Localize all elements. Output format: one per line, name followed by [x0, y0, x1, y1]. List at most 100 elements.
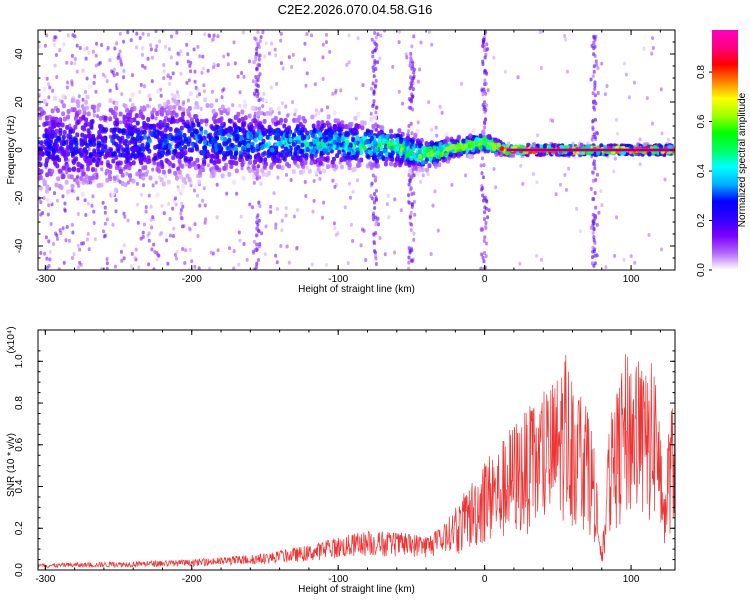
spectrogram-cell — [591, 74, 595, 79]
spectrogram-cell — [304, 83, 308, 88]
spectrogram-cell — [604, 265, 608, 270]
spectrogram-cell — [155, 257, 159, 262]
spectrogram-cell — [212, 65, 216, 70]
spectrogram-cell — [255, 66, 259, 71]
spectrogram-cell — [592, 227, 596, 232]
spectrogram-cell — [380, 134, 385, 140]
spectrogram-cell — [237, 230, 241, 235]
spectrogram-cell — [94, 153, 99, 159]
spectrogram-cell — [483, 78, 487, 83]
spectrogram-cell — [431, 203, 435, 208]
spectrogram-cell — [150, 225, 154, 230]
spectrogram-cell — [65, 225, 69, 230]
spectrogram-cell — [276, 151, 281, 157]
spectrogram-cell — [255, 261, 259, 266]
spectrogram-cell — [163, 127, 168, 133]
spectrogram-cell — [202, 186, 206, 191]
spectrogram-cell — [65, 60, 69, 65]
y-tick-label: 0.8 — [14, 396, 25, 410]
spectrogram-cell — [484, 224, 488, 229]
spectrogram-cell — [417, 149, 422, 155]
spectrogram-cell — [118, 120, 122, 125]
spectrogram-cell — [138, 36, 142, 41]
spectrogram-cell — [238, 90, 242, 95]
spectrogram-cell — [148, 104, 152, 109]
spectrogram-cell — [252, 159, 257, 165]
spectrogram-cell — [150, 55, 154, 60]
spectrogram-cell — [413, 165, 418, 171]
spectrogram-cell — [215, 98, 219, 103]
spectrogram-cell — [97, 62, 101, 67]
spectrogram-cell — [54, 35, 58, 40]
spectrogram-cell — [108, 147, 113, 153]
spectrogram-cell — [84, 89, 88, 94]
spectrogram-cell — [133, 255, 137, 260]
spectrogram-cell — [409, 51, 413, 56]
spectrogram-cell — [108, 169, 113, 175]
spectrogram-cell — [593, 93, 597, 98]
spectrogram-cell — [275, 120, 280, 126]
spectrogram-cell — [219, 121, 224, 127]
spectrogram-cell — [96, 146, 101, 152]
spectrogram-cell — [280, 218, 284, 223]
spectrogram-cell — [255, 176, 259, 181]
spectrogram-cell — [316, 124, 321, 130]
spectrogram-cell — [45, 172, 50, 178]
spectrogram-cell — [86, 231, 90, 236]
spectrogram-cell — [410, 248, 414, 253]
spectrogram-cell — [343, 145, 348, 151]
spectrogram-cell — [567, 166, 571, 171]
spectrogram-cell — [84, 213, 88, 218]
spectrogram-cell — [58, 48, 62, 53]
spectrogram-cell — [259, 181, 263, 186]
spectrogram-cell — [54, 128, 59, 134]
spectrogram-cell — [354, 123, 359, 129]
snr-plot: -300 -200 -100 0 1000.00.20.40.60.81.0Height… — [6, 326, 676, 595]
spectrogram-cell — [305, 147, 310, 153]
spectrogram-cell — [324, 148, 329, 154]
spectrogram-cell — [256, 77, 260, 82]
spectrogram-cell — [245, 257, 249, 262]
spectrogram-cell — [151, 167, 155, 172]
spectrogram-cell — [261, 104, 265, 109]
spectrogram-cell — [480, 88, 484, 93]
spectrogram-cell — [50, 168, 55, 174]
spectrogram-cell — [52, 241, 56, 246]
spectrogram-cell — [399, 208, 403, 213]
spectrogram-cell — [593, 240, 597, 245]
spectrogram-cell — [303, 57, 307, 62]
spectrogram-cell — [193, 79, 197, 84]
spectrogram-cell — [327, 122, 332, 128]
spectrogram-cell — [316, 110, 321, 116]
spectrogram-cell — [86, 166, 91, 172]
spectrogram-cell — [247, 59, 251, 64]
spectrogram-cell — [374, 230, 378, 235]
spectrogram-cell — [480, 156, 484, 161]
spectrogram-cell — [110, 191, 115, 197]
spectrogram-cell — [336, 136, 341, 142]
spectrogram-cell — [65, 147, 70, 153]
spectrogram-cell — [373, 115, 378, 121]
spectrogram-cell — [578, 229, 582, 234]
spectrogram-cell — [254, 247, 258, 252]
spectrogram-cell — [234, 150, 239, 156]
spectrogram-cell — [188, 63, 192, 68]
spectrogram-cell — [336, 118, 341, 124]
spectrogram-cell — [38, 100, 42, 106]
spectrogram-cell — [50, 153, 55, 159]
spectrogram-cell — [196, 122, 201, 128]
spectrogram-cell — [141, 165, 146, 171]
spectrogram-cell — [203, 97, 208, 103]
spectrogram-cell — [301, 168, 306, 174]
spectrogram-cell — [187, 177, 192, 183]
spectrogram-cell — [146, 116, 151, 122]
spectrogram-cell — [63, 156, 68, 162]
spectrogram-cell — [346, 261, 350, 266]
spectrogram-cell — [258, 204, 262, 209]
spectrogram-cell — [255, 242, 259, 247]
spectrogram-cell — [237, 262, 241, 267]
spectrogram-cell — [267, 128, 272, 134]
spectrogram-cell — [73, 56, 77, 61]
spectrogram-cell — [75, 179, 80, 185]
spectrogram-cell — [483, 125, 487, 130]
